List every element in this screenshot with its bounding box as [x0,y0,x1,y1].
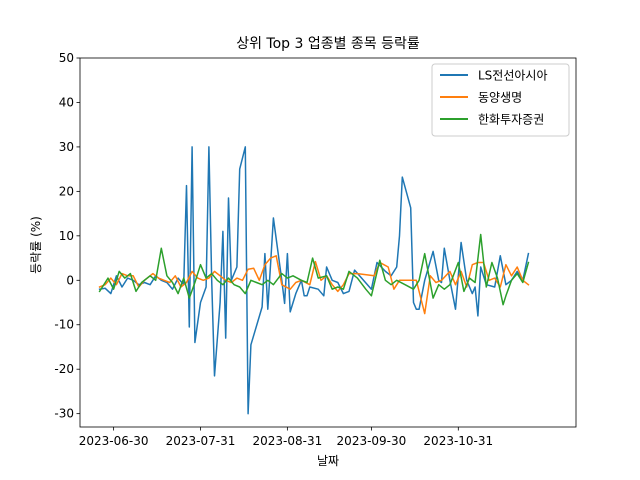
legend-label-2: 동양생명 [478,91,522,105]
series-line-1 [98,146,530,415]
x-tick-label: 2023-10-31 [423,434,493,448]
y-tick-label: 0 [66,273,74,287]
chart-title: 상위 Top 3 업종별 종목 등락률 [236,36,420,52]
y-tick-label: -20 [54,362,74,376]
legend-label-1: LS전선아시아 [478,69,548,83]
y-tick-label: -10 [54,318,74,332]
x-tick-label: 2023-08-31 [252,434,322,448]
x-axis-label: 날짜 [317,454,339,468]
series-line-3 [98,233,530,306]
plot-area: -30 -20 -10 0 10 20 30 40 50 2023-06-30 2023-07-31… [54,51,577,448]
y-tick-label: -30 [54,407,74,421]
y-axis-label: 등락률 (%) [29,216,43,274]
axes-frame [79,57,577,428]
x-tick-label: 2023-07-31 [166,434,236,448]
y-tick-label: 40 [59,95,74,109]
x-tick-label: 2023-06-30 [79,434,149,448]
y-tick-label: 50 [59,51,74,65]
y-tick-label: 20 [59,184,74,198]
y-tick-label: 30 [59,140,74,154]
y-tick-label: 10 [59,229,74,243]
x-tick-label: 2023-09-30 [337,434,407,448]
legend-label-3: 한화투자증권 [478,113,544,127]
